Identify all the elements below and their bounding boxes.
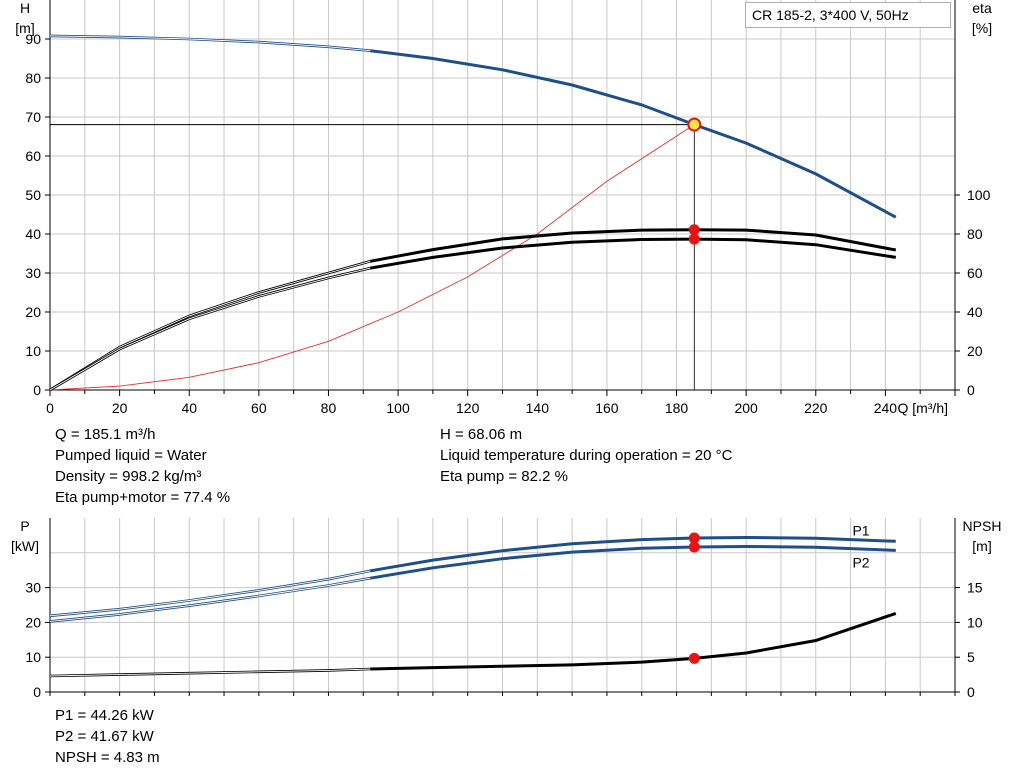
y-left-tick-label: 10 [25, 649, 41, 665]
op-marker-head [687, 117, 702, 132]
y-left-label: H [20, 0, 30, 16]
info-npsh: NPSH = 4.83 m [55, 749, 160, 766]
series-eta-pump-extrapolated-core [49, 260, 371, 391]
y-left-tick-label: 50 [25, 187, 41, 203]
x-tick-label: 60 [251, 400, 267, 416]
y-left-tick-label: 20 [25, 614, 41, 630]
x-tick-label: 180 [665, 400, 689, 416]
x-axis-label: Q [m³/h] [897, 400, 948, 416]
y-right-tick-label: 100 [967, 187, 991, 203]
info-top-left: Q = 185.1 m³/h Pumped liquid = Water Den… [55, 424, 230, 508]
op-marker-p1 [688, 532, 700, 544]
y-left-tick-label: 90 [25, 31, 41, 47]
info-head: H = 68.06 m [440, 426, 523, 443]
x-tick-label: 240 [874, 400, 898, 416]
series-p1 [369, 535, 896, 573]
y-right-tick-label: 60 [967, 265, 983, 281]
series-head [370, 49, 897, 219]
series-p1-extrapolated [49, 569, 371, 618]
series-efficiency-red [49, 124, 695, 391]
x-tick-label: 100 [386, 400, 410, 416]
info-top-right: H = 68.06 m Liquid temperature during op… [440, 424, 732, 487]
series-p1-extrapolated-core [49, 570, 371, 617]
series-head-extrapolated [49, 34, 371, 52]
y-left-tick-label: 60 [25, 148, 41, 164]
pump-title: CR 185-2, 3*400 V, 50Hz [752, 7, 909, 23]
y-left-tick-label: 20 [25, 304, 41, 320]
series-p2-extrapolated-core [49, 577, 371, 622]
info-flow: Q = 185.1 m³/h [55, 426, 156, 443]
y-left-label: P [20, 518, 29, 534]
x-tick-label: 160 [595, 400, 619, 416]
info-liquid: Pumped liquid = Water [55, 447, 207, 464]
label-p1: P1 [852, 522, 869, 538]
info-density: Density = 998.2 kg/m³ [55, 468, 202, 485]
y-left-tick-label: 40 [25, 226, 41, 242]
y-left-tick-label: 80 [25, 70, 41, 86]
series-eta-total [369, 237, 897, 270]
y-left-tick-label: 70 [25, 109, 41, 125]
y-right-tick-label: 10 [967, 614, 983, 630]
series-p2 [369, 544, 896, 580]
y-left-unit: [m] [15, 20, 34, 36]
pump-title-box: CR 185-2, 3*400 V, 50Hz [745, 2, 951, 28]
y-right-label: eta [972, 0, 992, 16]
y-right-tick-label: 0 [967, 382, 975, 398]
x-tick-label: 0 [46, 400, 54, 416]
y-right-tick-label: 15 [967, 580, 983, 596]
y-right-unit: [m] [972, 538, 991, 554]
y-left-tick-label: 30 [25, 580, 41, 596]
op-marker-npsh [688, 652, 700, 664]
y-right-tick-label: 5 [967, 649, 975, 665]
series-head-extrapolated-core [49, 35, 371, 52]
y-right-tick-label: 40 [967, 304, 983, 320]
x-tick-label: 80 [321, 400, 337, 416]
y-right-label: NPSH [963, 518, 1002, 534]
info-temperature: Liquid temperature during operation = 20… [440, 447, 733, 464]
y-right-tick-label: 80 [967, 226, 983, 242]
y-left-tick-label: 10 [25, 343, 41, 359]
series-eta-total-extrapolated-core [49, 267, 371, 391]
y-left-tick-label: 30 [25, 265, 41, 281]
info-bottom: P1 = 44.26 kW P2 = 41.67 kW NPSH = 4.83 … [55, 705, 160, 768]
info-p2: P2 = 41.67 kW [55, 728, 154, 745]
info-eta-total: Eta pump+motor = 77.4 % [55, 489, 231, 506]
y-left-tick-label: 0 [33, 684, 41, 700]
x-tick-label: 120 [456, 400, 480, 416]
x-tick-label: 220 [804, 400, 828, 416]
op-marker-eta-total [688, 233, 700, 245]
series-p2-extrapolated [49, 576, 371, 623]
y-left-tick-label: 0 [33, 382, 41, 398]
y-left-unit: [kW] [11, 538, 39, 554]
x-tick-label: 20 [112, 400, 128, 416]
series-npsh-extrapolated-core [49, 668, 371, 677]
y-right-tick-label: 0 [967, 684, 975, 700]
series-eta-total-extrapolated [49, 266, 371, 392]
x-tick-label: 200 [734, 400, 758, 416]
op-marker-p2 [688, 541, 700, 553]
x-tick-label: 140 [526, 400, 550, 416]
info-eta-pump: Eta pump = 82.2 % [440, 468, 568, 485]
series-eta-pump [369, 228, 897, 263]
y-right-unit: [%] [972, 20, 992, 36]
op-marker-eta-pump [688, 224, 700, 236]
label-p2: P2 [852, 554, 869, 570]
x-tick-label: 40 [181, 400, 197, 416]
y-right-tick-label: 20 [967, 343, 983, 359]
series-npsh [370, 611, 897, 671]
info-p1: P1 = 44.26 kW [55, 707, 154, 724]
